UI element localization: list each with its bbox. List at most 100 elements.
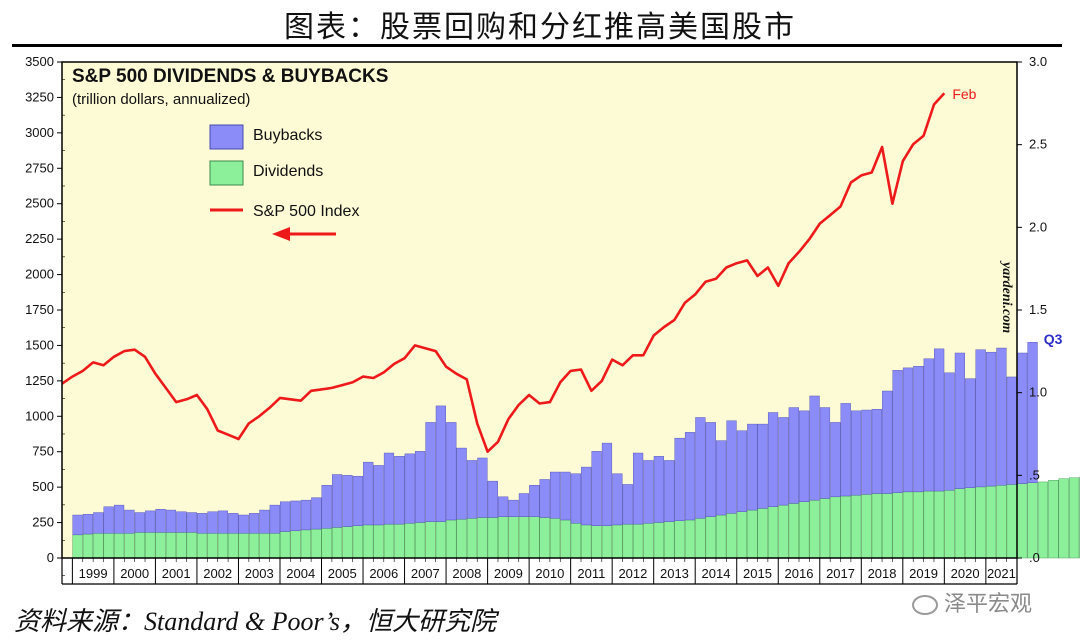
buyback-bar — [466, 460, 478, 519]
dividend-bar — [539, 517, 550, 559]
buyback-bar — [705, 422, 716, 517]
chart-subtitle: (trillion dollars, annualized) — [72, 91, 250, 108]
sp500-index-line — [61, 92, 946, 454]
legend-label-dividends: Dividends — [253, 163, 323, 180]
left-tick-label: 500 — [32, 479, 54, 494]
buyback-bar — [114, 504, 125, 534]
dividend-bar — [591, 525, 602, 559]
dividend-bar — [581, 524, 592, 559]
year-label: 2007 — [411, 566, 440, 581]
dividend-bar — [819, 498, 831, 559]
dividend-bar — [352, 525, 363, 559]
year-label: 2004 — [286, 566, 315, 581]
buyback-bar — [633, 452, 644, 525]
year-label: 2012 — [618, 566, 647, 581]
year-label: 2016 — [785, 566, 814, 581]
buyback-bar — [539, 479, 550, 518]
dividend-bar — [965, 487, 976, 559]
left-tick-label: 0 — [47, 550, 54, 565]
legend-swatch-dividends — [209, 160, 244, 186]
dividend-bar — [788, 503, 799, 559]
dividend-bar — [622, 523, 633, 559]
buyback-bar — [1006, 376, 1017, 485]
dividend-bar — [508, 516, 519, 559]
year-label: 2001 — [162, 566, 191, 581]
buyback-bar — [363, 461, 374, 526]
buyback-bar — [197, 513, 208, 534]
year-label: 2020 — [951, 566, 980, 581]
buyback-bar — [601, 442, 613, 526]
year-label: 2017 — [826, 566, 855, 581]
dividend-bar — [415, 522, 426, 559]
dividend-bar — [861, 494, 872, 559]
left-tick-label: 2000 — [25, 267, 54, 282]
dividend-bar — [601, 525, 613, 559]
annotation-q3: Q3 — [1044, 331, 1063, 347]
buyback-bar — [674, 437, 685, 521]
year-label: 2014 — [702, 566, 731, 581]
buyback-bar — [809, 395, 820, 501]
dividend-bar — [394, 523, 405, 559]
dividend-bar — [331, 527, 343, 559]
dividend-bar — [518, 516, 530, 559]
dividend-bar — [498, 516, 509, 559]
right-tick-label: 1.0 — [1029, 385, 1047, 400]
buyback-bar — [383, 452, 395, 525]
dividend-bar — [1048, 480, 1059, 559]
dividend-bar — [612, 524, 623, 559]
dividend-bar — [851, 494, 862, 559]
dividend-bar — [1069, 477, 1080, 559]
year-label: 2003 — [245, 566, 274, 581]
dividend-bar — [736, 511, 748, 559]
dividend-bar — [934, 490, 945, 559]
buyback-bar — [549, 471, 561, 519]
watermark: 泽平宏观 — [912, 586, 1032, 618]
year-label: 2019 — [909, 566, 938, 581]
left-axis-arrow-head — [272, 227, 290, 241]
buyback-bar — [954, 352, 965, 489]
buyback-bar — [145, 510, 156, 533]
dividend-bar — [217, 533, 228, 559]
buyback-bar — [913, 366, 924, 493]
buyback-bar — [736, 430, 748, 512]
buyback-bar — [446, 422, 457, 521]
right-tick-label: .5 — [1029, 467, 1040, 482]
dividend-bar — [425, 521, 436, 559]
annotation-feb: Feb — [952, 86, 976, 102]
dividend-bar — [996, 485, 1007, 559]
buyback-bar — [892, 370, 903, 493]
dividend-bar — [300, 529, 312, 559]
year-label: 2021 — [987, 566, 1016, 581]
dividend-bar — [664, 521, 675, 559]
buyback-bar — [238, 514, 249, 534]
year-label: 2009 — [494, 566, 523, 581]
dividend-bar — [197, 533, 208, 559]
dividend-bar — [1037, 481, 1049, 559]
dividend-bar — [913, 491, 924, 559]
dividend-bar — [134, 532, 145, 559]
buyback-bar — [435, 405, 446, 522]
dividend-bar — [975, 486, 986, 559]
year-label: 2013 — [660, 566, 689, 581]
dividend-bar — [176, 532, 187, 559]
left-tick-label: 2750 — [25, 160, 54, 175]
dividend-bar — [799, 501, 810, 559]
buyback-bar — [155, 509, 166, 533]
dividend-bar — [383, 523, 395, 559]
dividend-bar — [82, 533, 94, 559]
buyback-bar — [996, 347, 1007, 486]
dividend-bar — [435, 521, 446, 559]
wechat-icon — [912, 595, 938, 615]
buyback-bar — [871, 409, 882, 494]
dividend-bar — [830, 496, 841, 559]
buyback-bar — [217, 510, 228, 534]
buyback-bar — [830, 422, 841, 498]
left-tick-label: 1750 — [25, 302, 54, 317]
dividend-bar — [549, 518, 561, 559]
buyback-bar — [840, 403, 851, 497]
buyback-bar — [819, 407, 831, 499]
buyback-bar — [1027, 342, 1038, 483]
buyback-bar — [228, 513, 239, 534]
dividend-bar — [1058, 478, 1069, 559]
buyback-bar — [394, 456, 405, 525]
